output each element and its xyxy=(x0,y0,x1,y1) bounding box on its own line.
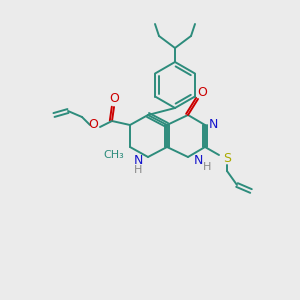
Text: O: O xyxy=(88,118,98,131)
Text: O: O xyxy=(197,85,207,98)
Text: CH₃: CH₃ xyxy=(103,150,124,160)
Text: H: H xyxy=(203,162,211,172)
Text: N: N xyxy=(193,154,203,167)
Text: H: H xyxy=(134,165,142,175)
Text: N: N xyxy=(133,154,143,167)
Text: O: O xyxy=(109,92,119,106)
Text: S: S xyxy=(223,152,231,166)
Text: N: N xyxy=(208,118,218,131)
